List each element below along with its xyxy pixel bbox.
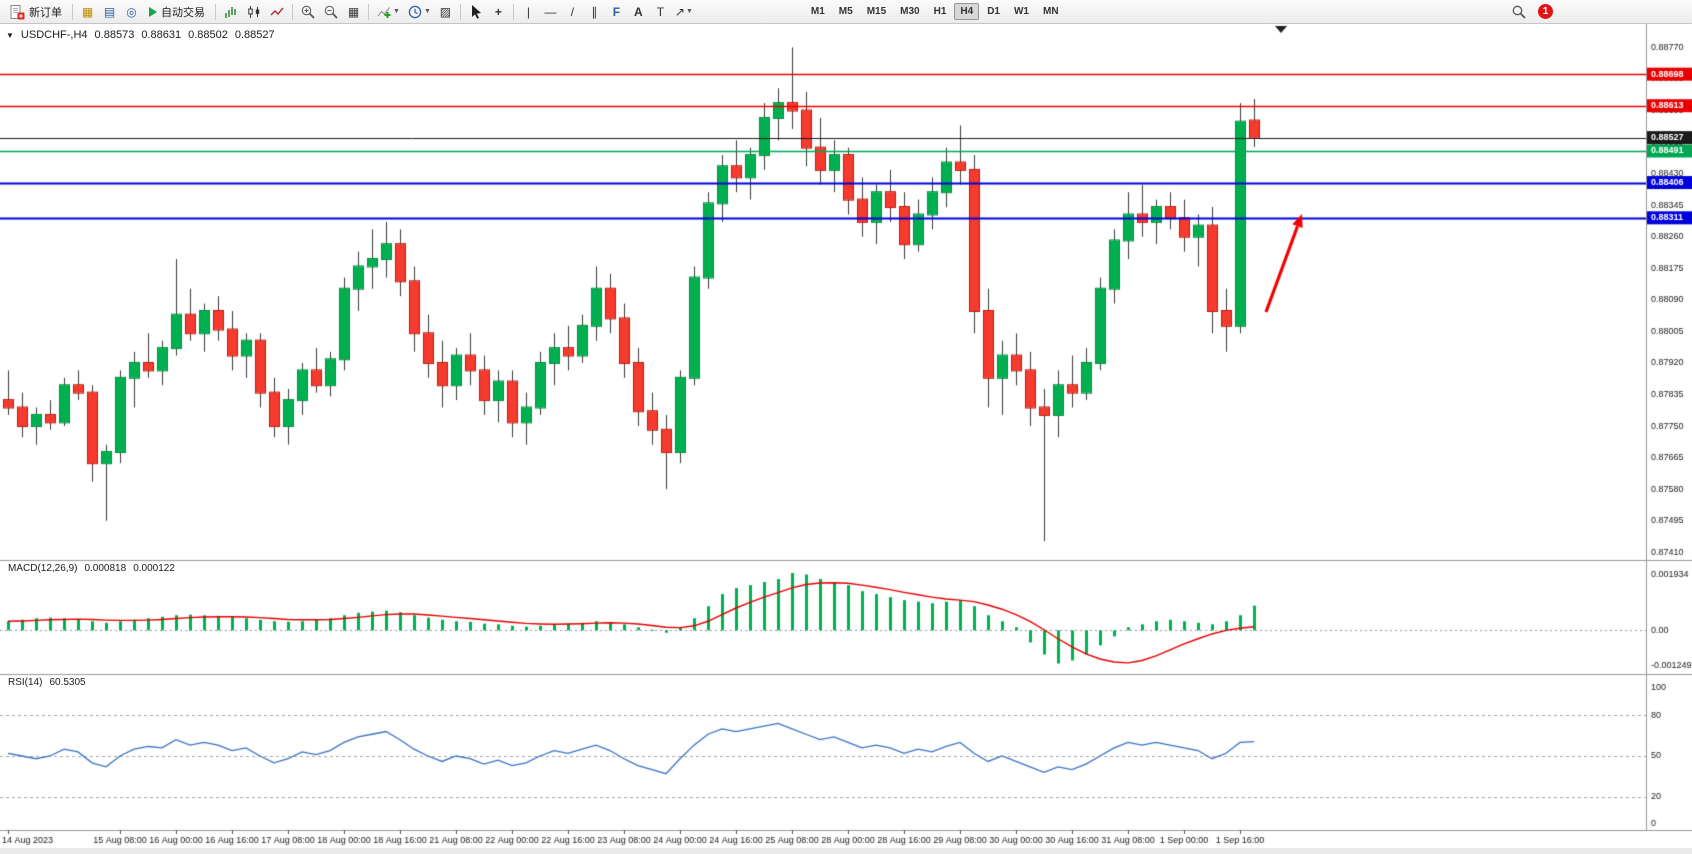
symbol-label: USDCHF-,H4 <box>20 29 88 41</box>
crosshair-icon: + <box>494 4 502 19</box>
dropdown-caret-icon: ▼ <box>393 8 400 15</box>
rsi-pane-label: RSI(14) 60.5305 <box>8 677 86 688</box>
timeframe-m1-button[interactable]: M1 <box>805 3 831 20</box>
text-icon: A <box>634 4 643 19</box>
label-icon: T <box>656 4 665 19</box>
symbol-dropdown-icon[interactable]: ▼ <box>6 30 14 40</box>
autotrade-play-icon <box>149 6 157 17</box>
toolbar-separator <box>512 3 514 20</box>
arrows-icon: ↗ <box>674 4 685 19</box>
rsi-value: 60.5305 <box>49 677 86 688</box>
fibonacci-tool-button[interactable]: F <box>606 2 627 22</box>
timeframe-h4-button[interactable]: H4 <box>954 3 980 20</box>
toolbar-separator <box>215 3 216 20</box>
horizontal-line-icon: — <box>544 4 557 19</box>
label-tool-button[interactable]: T <box>650 2 671 22</box>
cursor-button[interactable] <box>465 2 487 22</box>
chart-window: ▼ USDCHF-,H4 0.88573 0.88631 0.88502 0.8… <box>0 24 1692 848</box>
ohlc-close: 0.88527 <box>234 29 275 41</box>
zoom-in-icon <box>301 5 315 19</box>
tile-windows-button[interactable]: ▦ <box>343 2 364 22</box>
toolbar-separator <box>292 3 293 20</box>
cursor-icon <box>471 4 481 19</box>
toolbar-separator <box>459 3 461 20</box>
data-window-button[interactable]: ▤ <box>99 2 120 22</box>
templates-icon: ▨ <box>439 4 452 19</box>
search-button[interactable] <box>1508 2 1530 22</box>
dropdown-caret-icon: ▼ <box>423 8 431 15</box>
trendline-tool-button[interactable]: / <box>562 2 583 22</box>
navigator-icon: ◎ <box>126 4 137 19</box>
candlestick-chart-icon <box>248 5 260 18</box>
market-watch-button[interactable]: ▦ <box>77 2 98 22</box>
vertical-line-icon: | <box>526 4 530 19</box>
timeframe-d1-button[interactable]: D1 <box>981 3 1006 20</box>
rsi-indicator-name: RSI(14) <box>8 677 43 688</box>
bar-chart-icon <box>225 6 236 18</box>
navigator-button[interactable]: ◎ <box>121 2 142 22</box>
timeframe-h1-button[interactable]: H1 <box>928 3 953 20</box>
macd-pane-label: MACD(12,26,9) 0.000818 0.000122 <box>8 563 175 574</box>
arrows-tool-button[interactable]: ↗ ▼ <box>672 2 696 22</box>
new-order-icon <box>10 4 25 19</box>
trendline-icon: / <box>570 4 575 19</box>
fibonacci-icon: F <box>612 4 621 19</box>
zoom-out-icon <box>324 5 338 19</box>
periods-button[interactable]: ▼ <box>404 2 434 22</box>
new-order-button[interactable]: 新订单 <box>3 2 68 22</box>
bar-chart-button[interactable] <box>220 2 242 22</box>
timeframe-m30-button[interactable]: M30 <box>894 3 925 20</box>
timeframe-m5-button[interactable]: M5 <box>833 3 859 20</box>
toolbar-separator <box>368 3 369 20</box>
notification-badge[interactable]: 1 <box>1538 4 1553 19</box>
vertical-line-tool-button[interactable]: | <box>518 2 539 22</box>
macd-indicator-name: MACD(12,26,9) <box>8 563 78 574</box>
ohlc-open: 0.88573 <box>94 29 135 41</box>
autotrade-label: 自动交易 <box>161 6 205 19</box>
macd-signal-value: 0.000122 <box>133 563 175 574</box>
price-chart-canvas[interactable] <box>0 24 1692 848</box>
clock-icon <box>408 5 422 18</box>
timeframe-m15-button[interactable]: M15 <box>861 3 892 20</box>
channel-icon: ∥ <box>591 4 598 19</box>
new-order-label: 新订单 <box>29 6 62 19</box>
tile-windows-icon: ▦ <box>347 4 360 19</box>
indicators-button[interactable]: ▼ <box>373 2 403 22</box>
chart-title: ▼ USDCHF-,H4 0.88573 0.88631 0.88502 0.8… <box>6 29 275 41</box>
channel-tool-button[interactable]: ∥ <box>584 2 605 22</box>
search-icon <box>1512 5 1526 19</box>
line-chart-button[interactable] <box>266 2 288 22</box>
text-tool-button[interactable]: A <box>628 2 649 22</box>
autotrade-button[interactable]: 自动交易 <box>143 2 211 22</box>
horizontal-line-tool-button[interactable]: — <box>540 2 561 22</box>
timeframe-mn-button[interactable]: MN <box>1037 3 1065 20</box>
timeframe-group: M1 M5 M15 M30 H1 H4 D1 W1 MN <box>805 3 1065 20</box>
market-watch-icon: ▦ <box>81 4 94 19</box>
templates-button[interactable]: ▨ <box>435 2 456 22</box>
indicators-icon <box>377 6 391 18</box>
ohlc-high: 0.88631 <box>141 29 182 41</box>
toolbar-right-group: 1 <box>1508 2 1553 22</box>
candlestick-chart-button[interactable] <box>243 2 265 22</box>
main-toolbar: 新订单 ▦ ▤ ◎ 自动交易 <box>0 0 1692 24</box>
data-window-icon: ▤ <box>103 4 116 19</box>
toolbar-separator <box>72 3 73 20</box>
ohlc-low: 0.88502 <box>188 29 228 41</box>
zoom-in-button[interactable] <box>297 2 319 22</box>
dropdown-caret-icon: ▼ <box>685 8 693 15</box>
crosshair-button[interactable]: + <box>488 2 509 22</box>
timeframe-w1-button[interactable]: W1 <box>1008 3 1035 20</box>
line-chart-icon <box>270 7 284 15</box>
zoom-out-button[interactable] <box>320 2 342 22</box>
macd-main-value: 0.000818 <box>84 563 127 574</box>
